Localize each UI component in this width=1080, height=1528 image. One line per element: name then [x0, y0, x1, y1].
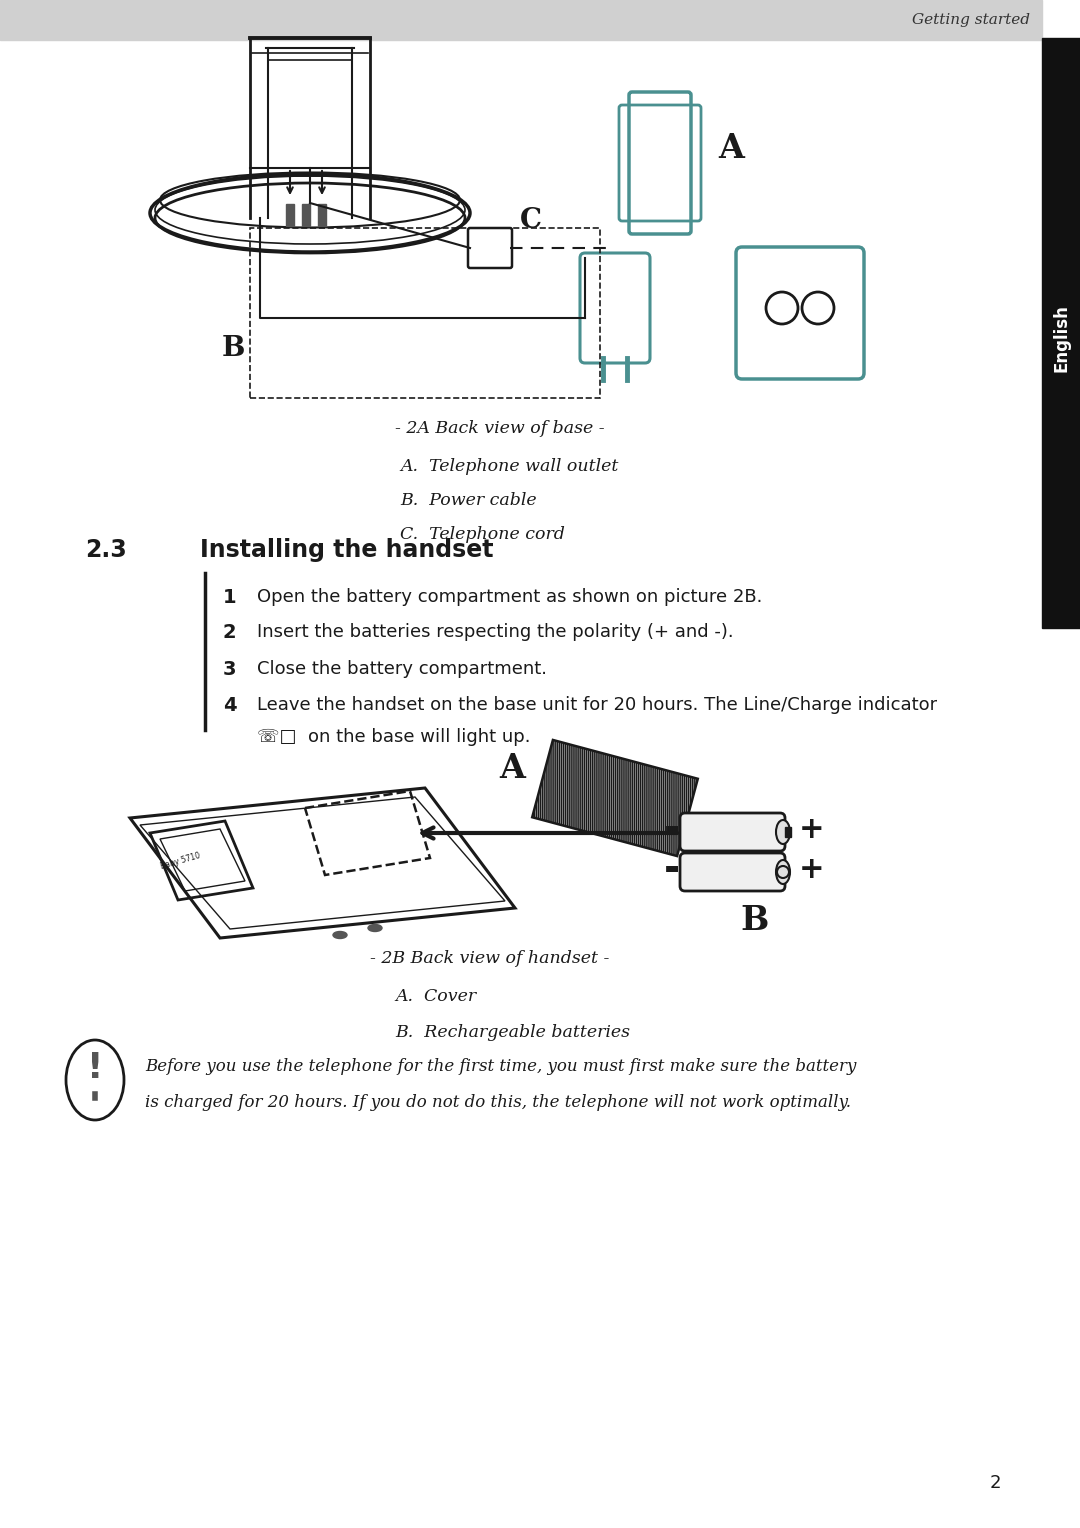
Text: 2: 2: [989, 1475, 1001, 1491]
Bar: [249, 228, 600, 397]
Text: B: B: [740, 903, 768, 937]
Text: A.  Cover: A. Cover: [395, 989, 476, 1005]
Text: B: B: [221, 335, 245, 362]
Text: Getting started: Getting started: [912, 14, 1030, 28]
Text: 4: 4: [222, 695, 237, 715]
Text: B.  Rechargeable batteries: B. Rechargeable batteries: [395, 1024, 630, 1041]
Text: ☏□  on the base will light up.: ☏□ on the base will light up.: [257, 727, 530, 746]
Text: Leave the handset on the base unit for 20 hours. The Line/Charge indicator: Leave the handset on the base unit for 2…: [257, 695, 937, 714]
Text: - 2B Back view of handset -: - 2B Back view of handset -: [370, 950, 610, 967]
Text: Open the battery compartment as shown on picture 2B.: Open the battery compartment as shown on…: [257, 588, 762, 607]
Text: +: +: [799, 856, 825, 885]
Text: A: A: [718, 131, 744, 165]
Text: 1: 1: [222, 588, 237, 607]
Text: C: C: [519, 206, 542, 234]
Text: Close the battery compartment.: Close the battery compartment.: [257, 660, 546, 678]
Ellipse shape: [368, 924, 382, 932]
Bar: [302, 205, 310, 226]
Text: -: -: [664, 851, 680, 889]
Bar: [318, 205, 326, 226]
FancyBboxPatch shape: [680, 813, 785, 851]
Text: B.  Power cable: B. Power cable: [400, 492, 537, 509]
Text: 2.3: 2.3: [85, 538, 126, 562]
Ellipse shape: [333, 932, 347, 938]
Ellipse shape: [777, 860, 789, 885]
Text: 3: 3: [222, 660, 237, 678]
Text: A: A: [499, 752, 525, 784]
Text: Baby 5710: Baby 5710: [160, 851, 202, 871]
Text: Before you use the telephone for the first time, you must first make sure the ba: Before you use the telephone for the fir…: [145, 1057, 856, 1076]
Text: C.  Telephone cord: C. Telephone cord: [400, 526, 565, 542]
Text: A.  Telephone wall outlet: A. Telephone wall outlet: [400, 458, 619, 475]
Text: English: English: [1052, 304, 1070, 371]
Ellipse shape: [777, 821, 789, 843]
Text: !: !: [86, 1051, 104, 1085]
Bar: [1042, 38, 1080, 628]
Text: Insert the batteries respecting the polarity (+ and -).: Insert the batteries respecting the pola…: [257, 623, 733, 642]
Bar: [0, 0, 1042, 40]
Text: is charged for 20 hours. If you do not do this, the telephone will not work opti: is charged for 20 hours. If you do not d…: [145, 1094, 851, 1111]
Bar: [286, 205, 294, 226]
Bar: [785, 827, 791, 837]
Text: Installing the handset: Installing the handset: [200, 538, 494, 562]
FancyBboxPatch shape: [680, 853, 785, 891]
Text: 2: 2: [222, 623, 237, 642]
Text: -: -: [664, 811, 680, 850]
Text: +: +: [799, 816, 825, 845]
Polygon shape: [532, 740, 698, 856]
Text: - 2A Back view of base -: - 2A Back view of base -: [395, 420, 605, 437]
